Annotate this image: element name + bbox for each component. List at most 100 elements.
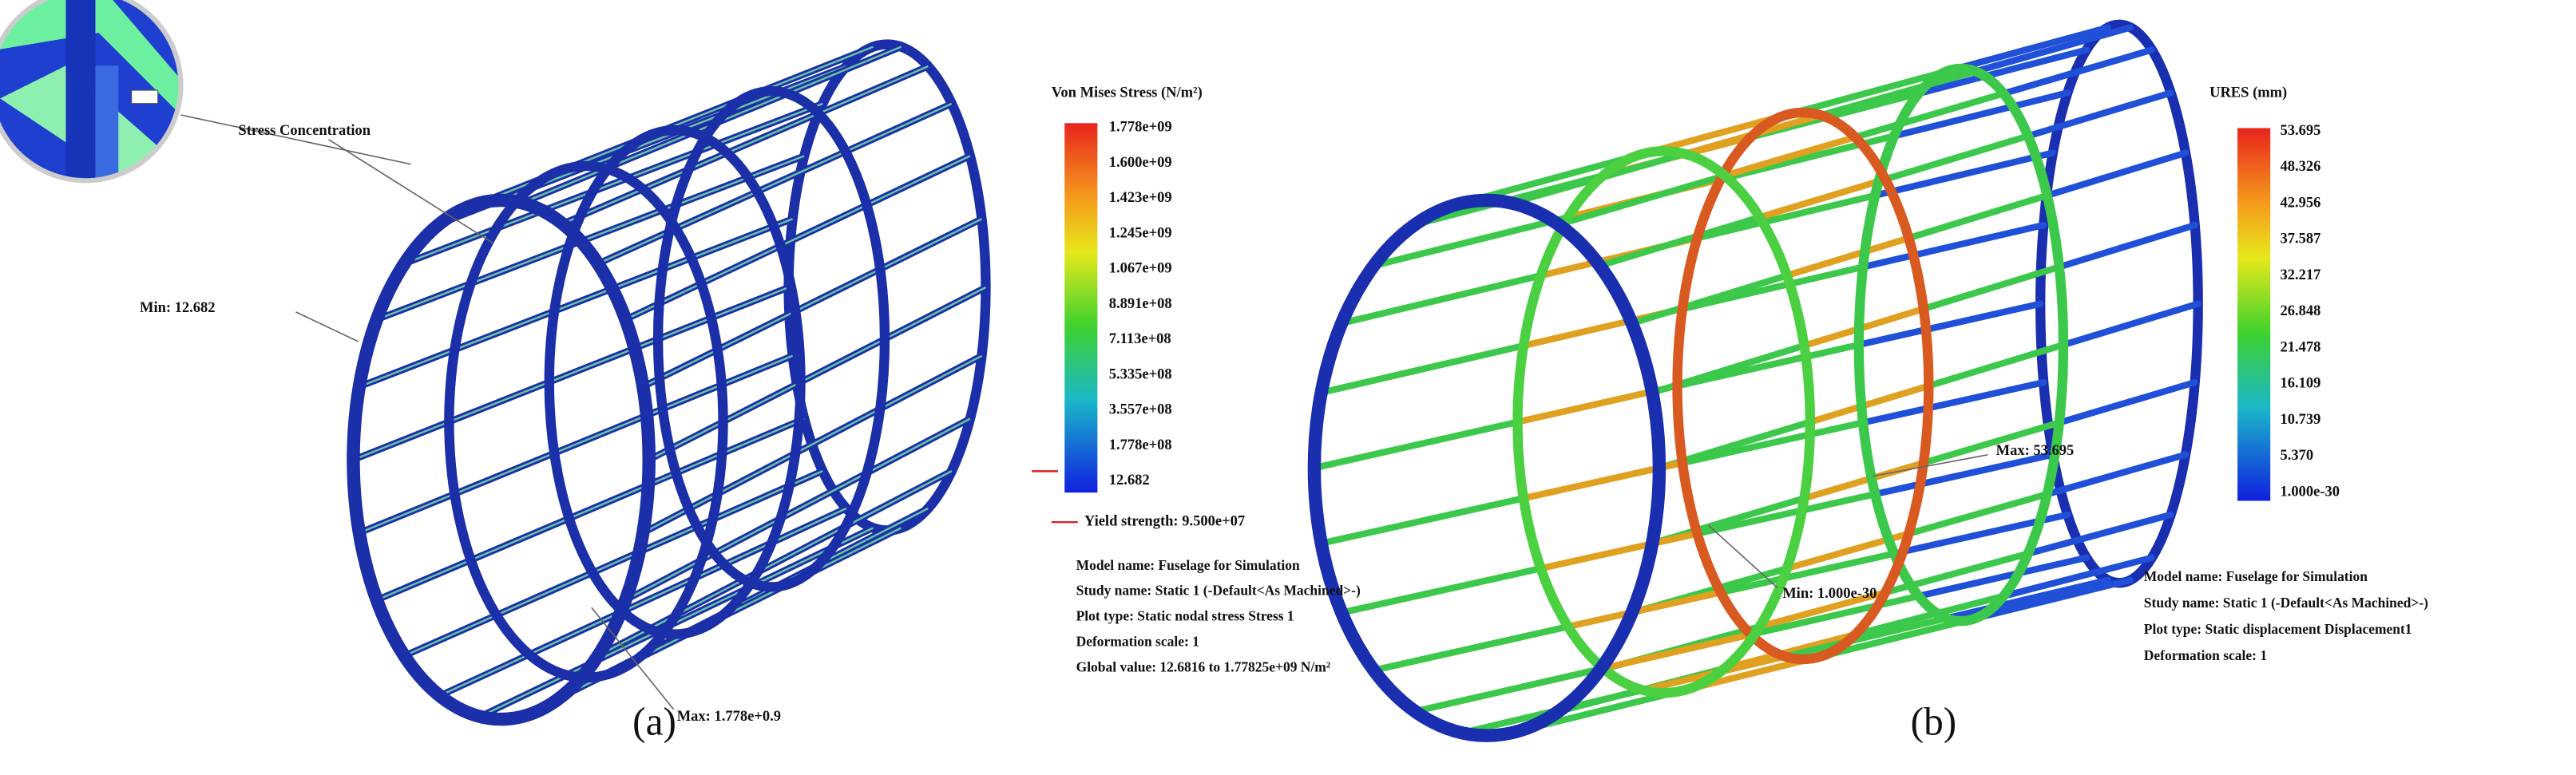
bar — [1852, 592, 2007, 639]
bar-highlight — [795, 408, 881, 454]
bar-highlight — [879, 354, 983, 410]
legend-label: 53.695 — [2281, 123, 2321, 139]
annotation: Min: 1.000e-30 — [1782, 586, 1877, 602]
info-line: Study name: Static 1 (-Default<As Machin… — [1076, 583, 1361, 599]
ring — [1672, 107, 1934, 665]
bar-highlight — [879, 218, 983, 271]
legend-label: 8.891e+08 — [1109, 296, 1172, 312]
bar-highlight — [756, 150, 846, 193]
bar-highlight — [604, 132, 694, 170]
bar-highlight — [529, 610, 624, 656]
info-line: Model name: Fuselage for Simulation — [2144, 568, 2368, 584]
bar-highlight — [756, 525, 846, 574]
bar — [1972, 24, 2134, 75]
info-line: Plot type: Static displacement Displacem… — [2144, 621, 2412, 637]
bar — [1920, 419, 2063, 467]
leader — [1708, 524, 1778, 589]
bar — [1817, 615, 1980, 660]
bar — [1694, 491, 1879, 537]
ring — [1307, 193, 1666, 742]
legend-label: 1.778e+08 — [1109, 437, 1172, 453]
legend-label: 1.423e+09 — [1109, 190, 1172, 206]
bar-highlight — [662, 354, 794, 410]
bar — [1628, 272, 1790, 327]
bar-highlight — [722, 381, 802, 423]
bar-highlight — [866, 155, 971, 206]
bar — [1674, 341, 1862, 389]
colorbar — [2237, 128, 2271, 501]
leader — [328, 139, 493, 244]
bar — [1338, 272, 1544, 327]
bar-highlight — [795, 268, 881, 312]
bar — [1370, 214, 1571, 269]
leader — [180, 114, 411, 165]
bar-highlight — [597, 614, 676, 657]
legend-label: 5.370 — [2281, 448, 2314, 464]
bar-highlight — [799, 338, 886, 383]
bar — [1943, 576, 2112, 622]
bar-highlight — [359, 492, 455, 534]
bar-highlight — [521, 168, 606, 204]
bar-highlight — [376, 283, 472, 321]
bar — [1855, 300, 2044, 349]
bar — [1412, 665, 1607, 715]
bar-highlight — [592, 150, 698, 193]
bar-highlight — [818, 65, 929, 115]
bar — [2055, 378, 2198, 426]
legend-label: 12.682 — [1109, 473, 1150, 488]
bar-highlight — [403, 614, 497, 657]
bar-highlight — [642, 492, 719, 534]
bar-highlight — [700, 244, 782, 285]
bar — [1747, 592, 1922, 639]
bar-highlight — [727, 113, 819, 154]
annotation: Max: 53.695 — [1996, 443, 2075, 459]
bar-highlight — [717, 452, 796, 495]
info-line: Study name: Static 1 (-Default<As Machin… — [2144, 595, 2428, 611]
bar-highlight — [470, 517, 570, 561]
legend-title: URES (mm) — [2209, 85, 2287, 101]
renders — [347, 19, 2203, 742]
legend-label: 42.956 — [2281, 195, 2321, 211]
bar — [1781, 615, 1950, 660]
bar — [1318, 495, 1528, 547]
bar-highlight — [597, 227, 676, 265]
bar — [1859, 378, 2047, 426]
bar-highlight — [884, 286, 987, 340]
bar — [2055, 221, 2198, 271]
bar — [1852, 90, 2007, 140]
bar — [1905, 491, 2051, 537]
caption: (b) — [1911, 700, 1957, 744]
bar-highlight — [439, 653, 530, 697]
bar — [1564, 589, 1724, 631]
ring — [347, 193, 656, 726]
bar — [1756, 176, 1889, 221]
ring — [544, 125, 806, 639]
bar-highlight — [479, 674, 568, 718]
bar — [1806, 382, 1932, 425]
bar — [1781, 68, 1950, 119]
caption: (a) — [632, 700, 676, 744]
bar — [2000, 554, 2156, 599]
bar-highlight — [657, 286, 790, 340]
bar-highlight — [845, 102, 953, 153]
legend-label: 26.848 — [2281, 303, 2321, 319]
bar — [1817, 68, 1980, 119]
inset — [0, 0, 181, 181]
bar — [1920, 263, 2063, 313]
annotation: Min: 12.682 — [140, 300, 216, 316]
legend-label: 5.335e+08 — [1109, 366, 1172, 382]
bar-highlight — [470, 244, 570, 285]
bar-highlight — [818, 507, 929, 566]
bar — [1915, 554, 2091, 599]
info-line: Plot type: Static nodal stress Stress 1 — [1076, 608, 1294, 624]
bar — [1721, 133, 1859, 180]
bar — [1599, 631, 1754, 672]
bar-highlight — [569, 472, 677, 520]
legend-label: 3.557e+08 — [1109, 402, 1172, 418]
legend-label: 32.217 — [2281, 267, 2321, 283]
bar-highlight — [454, 452, 555, 495]
bar-highlight — [359, 349, 455, 388]
bar-highlight — [496, 571, 593, 616]
bar — [1370, 623, 1571, 674]
